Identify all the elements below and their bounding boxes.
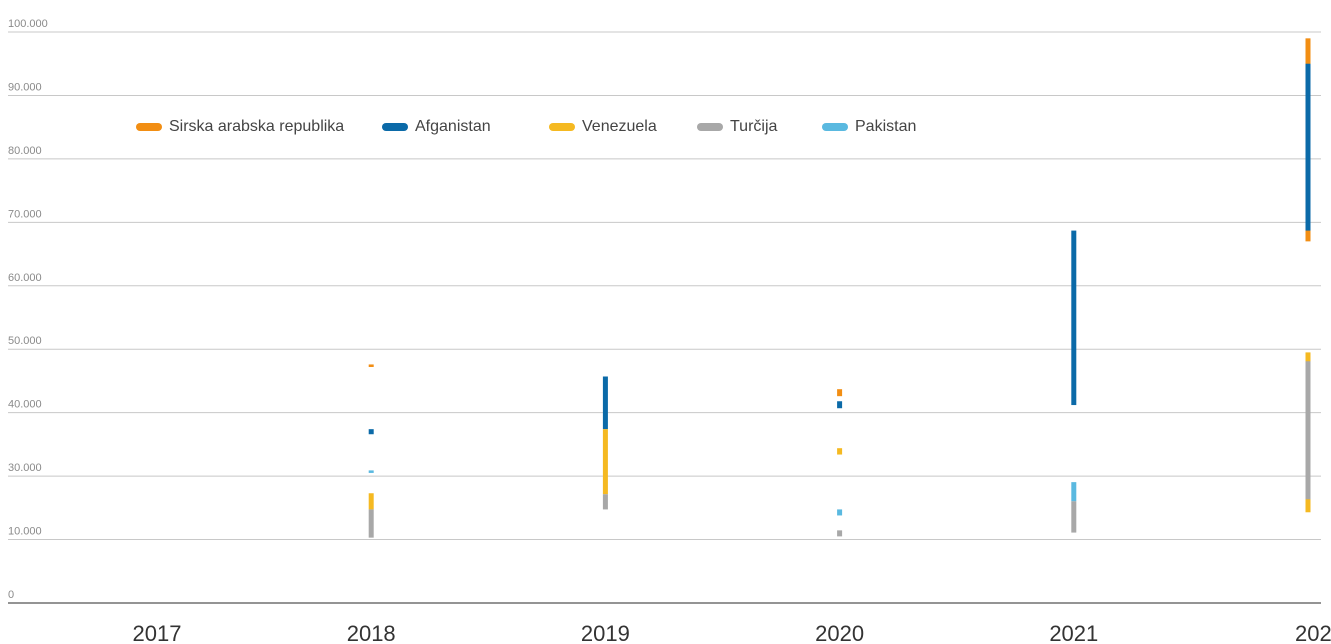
range-bar	[1305, 361, 1311, 500]
range-bar	[837, 509, 843, 516]
legend-label: Venezuela	[582, 118, 657, 135]
y-tick-label: 40.000	[8, 399, 42, 411]
y-tick-label: 100.000	[8, 18, 48, 30]
range-bar	[368, 364, 374, 367]
y-tick-label: 80.000	[8, 145, 42, 157]
range-bar	[602, 376, 608, 430]
y-tick-label: 70.000	[8, 208, 42, 220]
range-bar	[602, 494, 608, 510]
legend-label: Turčija	[730, 118, 778, 135]
range-bar	[368, 493, 374, 510]
range-bar	[837, 530, 843, 537]
x-tick-label: 2019	[581, 621, 630, 644]
y-tick-label: 0	[8, 589, 14, 601]
x-tick-label: 2021	[1049, 621, 1098, 644]
range-bar	[602, 429, 608, 495]
range-bar	[837, 401, 843, 409]
x-tick-label: 2020	[815, 621, 864, 644]
range-bar	[1071, 501, 1077, 533]
range-bar	[368, 509, 374, 538]
range-bar	[368, 429, 374, 435]
x-tick-label: 2017	[133, 621, 182, 644]
range-bar	[1305, 63, 1311, 231]
range-bar	[1071, 230, 1077, 406]
y-tick-label: 10.000	[8, 526, 42, 538]
range-bar	[837, 389, 843, 397]
range-bar	[837, 448, 843, 455]
legend-label: Afganistan	[415, 118, 491, 135]
range-bar	[1071, 482, 1077, 502]
legend-label: Sirska arabska republika	[169, 118, 344, 135]
y-tick-label: 90.000	[8, 81, 42, 93]
legend-label: Pakistan	[855, 118, 916, 135]
y-tick-label: 50.000	[8, 335, 42, 347]
x-tick-label: 2022	[1295, 621, 1331, 644]
y-tick-label: 60.000	[8, 272, 42, 284]
y-tick-label: 30.000	[8, 462, 42, 474]
range-bar	[368, 470, 374, 473]
x-tick-label: 2018	[347, 621, 396, 644]
